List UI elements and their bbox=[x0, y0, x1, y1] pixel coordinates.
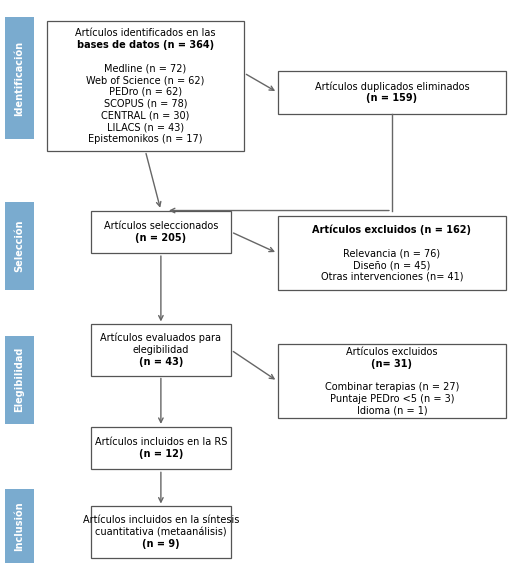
FancyBboxPatch shape bbox=[278, 71, 506, 114]
Text: Inclusión: Inclusión bbox=[15, 501, 24, 551]
Text: Diseño (n = 45): Diseño (n = 45) bbox=[353, 260, 431, 270]
Text: LILACS (n = 43): LILACS (n = 43) bbox=[107, 122, 184, 132]
Text: Artículos seleccionados: Artículos seleccionados bbox=[104, 221, 218, 231]
Text: Artículos duplicados eliminados: Artículos duplicados eliminados bbox=[315, 81, 469, 92]
Text: Epistemonikos (n = 17): Epistemonikos (n = 17) bbox=[88, 134, 202, 144]
Text: (n = 9): (n = 9) bbox=[142, 539, 180, 549]
Text: CENTRAL (n = 30): CENTRAL (n = 30) bbox=[101, 110, 189, 121]
Text: Idioma (n = 1): Idioma (n = 1) bbox=[357, 406, 427, 416]
FancyBboxPatch shape bbox=[47, 21, 244, 151]
Text: (n = 43): (n = 43) bbox=[139, 357, 183, 367]
FancyBboxPatch shape bbox=[91, 506, 231, 558]
Text: Artículos excluidos: Artículos excluidos bbox=[346, 347, 438, 357]
Text: (n = 159): (n = 159) bbox=[366, 93, 417, 104]
FancyBboxPatch shape bbox=[5, 17, 34, 139]
Text: Elegibilidad: Elegibilidad bbox=[15, 347, 24, 413]
Text: Relevancia (n = 76): Relevancia (n = 76) bbox=[343, 248, 441, 258]
FancyBboxPatch shape bbox=[5, 202, 34, 290]
FancyBboxPatch shape bbox=[278, 216, 506, 290]
Text: (n = 205): (n = 205) bbox=[135, 233, 186, 243]
Text: Medline (n = 72): Medline (n = 72) bbox=[104, 63, 186, 73]
Text: Artículos evaluados para: Artículos evaluados para bbox=[100, 333, 222, 343]
Text: Artículos incluidos en la RS: Artículos incluidos en la RS bbox=[94, 437, 227, 447]
Text: Identificación: Identificación bbox=[15, 40, 24, 116]
FancyBboxPatch shape bbox=[5, 336, 34, 424]
FancyBboxPatch shape bbox=[91, 427, 231, 469]
Text: Artículos identificados en las: Artículos identificados en las bbox=[75, 28, 215, 38]
Text: PEDro (n = 62): PEDro (n = 62) bbox=[109, 87, 182, 97]
Text: Artículos excluidos (n = 162): Artículos excluidos (n = 162) bbox=[312, 224, 471, 235]
Text: (n= 31): (n= 31) bbox=[372, 358, 412, 369]
Text: bases de datos (n = 364): bases de datos (n = 364) bbox=[77, 40, 214, 50]
Text: Selección: Selección bbox=[15, 220, 24, 273]
Text: cuantitativa (metaanálisis): cuantitativa (metaanálisis) bbox=[95, 527, 227, 537]
Text: Artículos incluidos en la síntesis: Artículos incluidos en la síntesis bbox=[83, 515, 239, 525]
FancyBboxPatch shape bbox=[5, 489, 34, 563]
Text: elegibilidad: elegibilidad bbox=[133, 345, 189, 355]
Text: Puntaje PEDro <5 (n = 3): Puntaje PEDro <5 (n = 3) bbox=[330, 394, 454, 404]
Text: Web of Science (n = 62): Web of Science (n = 62) bbox=[86, 75, 204, 85]
FancyBboxPatch shape bbox=[278, 344, 506, 418]
Text: Otras intervenciones (n= 41): Otras intervenciones (n= 41) bbox=[321, 272, 463, 282]
Text: SCOPUS (n = 78): SCOPUS (n = 78) bbox=[104, 98, 187, 109]
Text: (n = 12): (n = 12) bbox=[139, 449, 183, 459]
Text: Combinar terapias (n = 27): Combinar terapias (n = 27) bbox=[325, 382, 459, 392]
FancyBboxPatch shape bbox=[91, 211, 231, 253]
FancyBboxPatch shape bbox=[91, 324, 231, 376]
